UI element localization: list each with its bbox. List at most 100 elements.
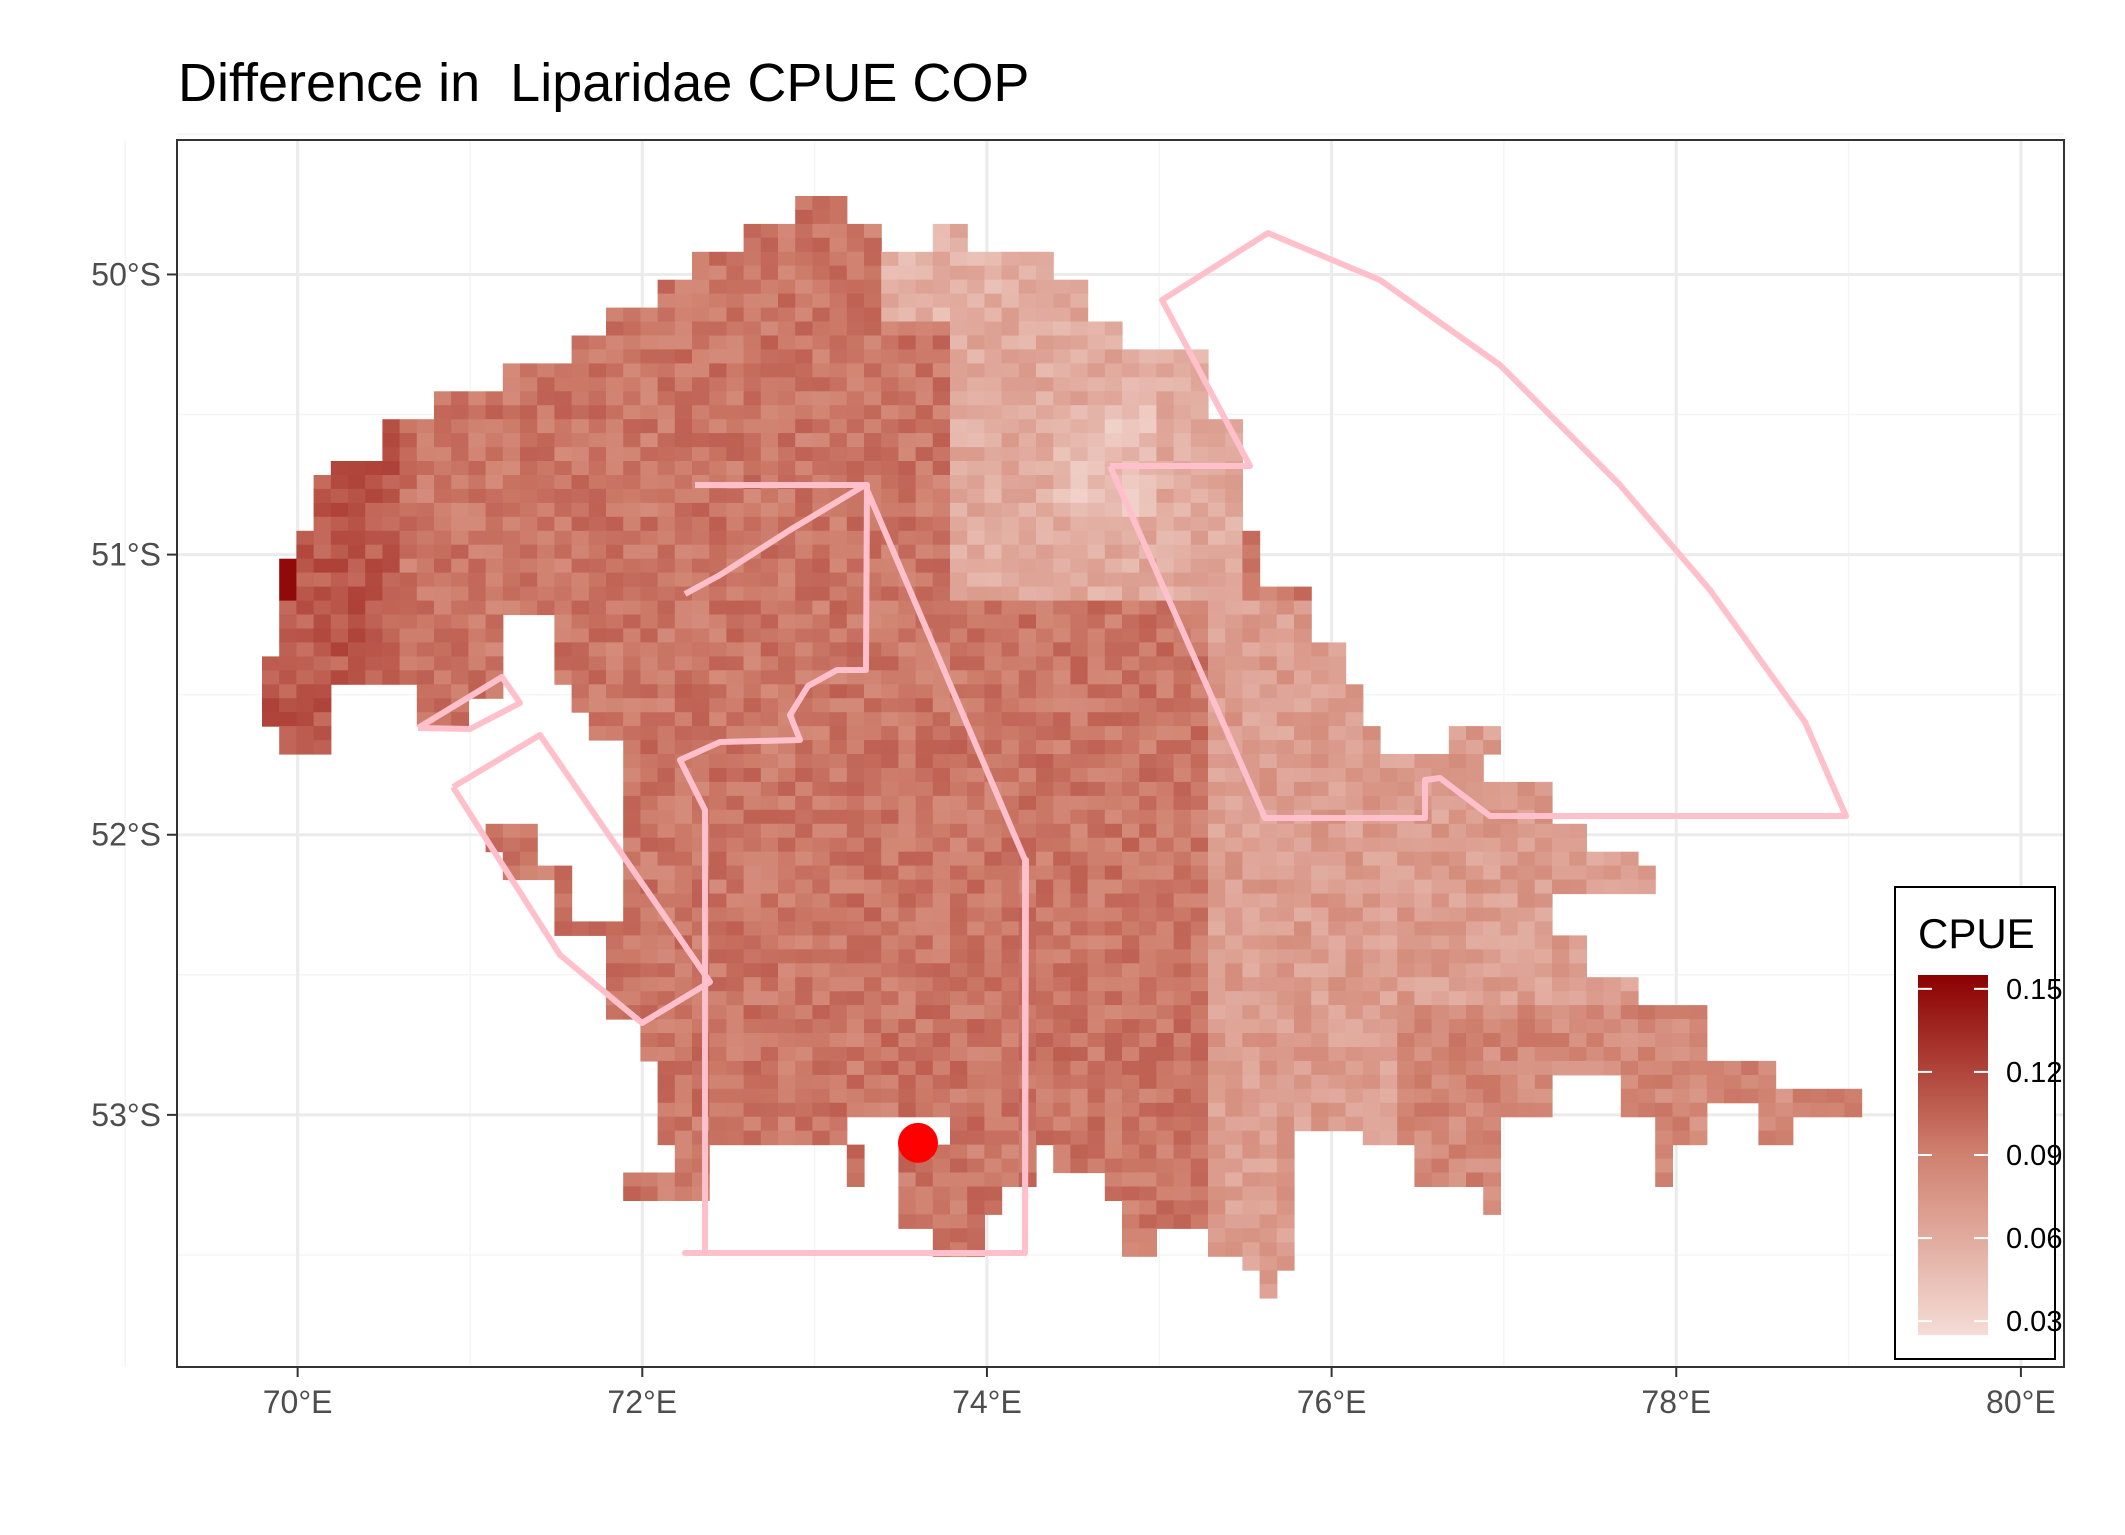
cpue-cell xyxy=(1001,1005,1020,1020)
cpue-cell xyxy=(623,307,641,323)
cpue-cell xyxy=(674,1116,693,1132)
cpue-cell xyxy=(1104,809,1123,825)
cpue-cell xyxy=(1225,1019,1243,1034)
cpue-cell xyxy=(1775,1102,1794,1118)
cpue-cell xyxy=(1208,558,1226,574)
cpue-cell xyxy=(760,754,779,769)
cpue-cell xyxy=(1087,1033,1106,1048)
cpue-cell xyxy=(1122,795,1140,811)
cpue-cell xyxy=(881,963,899,978)
cpue-cell xyxy=(1036,1047,1054,1062)
cpue-cell xyxy=(1534,1060,1553,1076)
cpue-cell xyxy=(1053,977,1071,992)
cpue-cell xyxy=(1586,991,1605,1006)
cpue-cell xyxy=(932,572,951,588)
cpue-cell xyxy=(795,1130,813,1146)
cpue-cell xyxy=(674,307,693,323)
cpue-cell xyxy=(846,1060,865,1076)
cpue-cell xyxy=(1104,1158,1123,1174)
cpue-cell xyxy=(898,935,917,950)
cpue-cell xyxy=(1208,1214,1226,1229)
cpue-cell xyxy=(812,642,831,657)
cpue-cell xyxy=(812,265,831,281)
cpue-cell xyxy=(743,628,762,643)
cpue-cell xyxy=(1122,1047,1140,1062)
cpue-cell xyxy=(829,1060,848,1076)
cpue-cell xyxy=(1139,893,1157,908)
cpue-cell xyxy=(416,614,435,629)
cpue-cell xyxy=(1139,907,1157,922)
cpue-cell xyxy=(1208,1088,1226,1104)
cpue-cell xyxy=(399,530,418,546)
cpue-cell xyxy=(606,600,624,616)
cpue-cell xyxy=(1397,795,1415,811)
cpue-cell xyxy=(451,433,469,448)
cpue-cell xyxy=(657,391,676,406)
cpue-cell xyxy=(1173,419,1192,434)
cpue-cell xyxy=(588,419,607,434)
cpue-cell xyxy=(778,795,796,811)
cpue-cell xyxy=(760,907,779,922)
cpue-cell xyxy=(1225,642,1243,657)
cpue-cell xyxy=(1139,1214,1157,1229)
cpue-cell xyxy=(984,321,1003,336)
cpue-cell xyxy=(399,447,418,462)
cpue-cell xyxy=(881,307,899,323)
cpue-cell xyxy=(778,488,796,504)
cpue-cell xyxy=(1139,809,1157,825)
cpue-cell xyxy=(416,670,435,685)
cpue-cell xyxy=(743,1047,762,1062)
cpue-cell xyxy=(932,391,951,406)
cpue-cell xyxy=(846,851,865,867)
cpue-cell xyxy=(898,1005,917,1020)
cpue-cell xyxy=(1190,726,1209,741)
cpue-cell xyxy=(829,1116,848,1132)
cpue-cell xyxy=(1122,656,1140,671)
cpue-cell xyxy=(829,405,848,420)
cpue-cell xyxy=(778,1102,796,1118)
cpue-cell xyxy=(434,600,452,616)
cpue-cell xyxy=(726,963,745,978)
cpue-cell xyxy=(1225,684,1243,699)
cpue-cell xyxy=(760,307,779,323)
cpue-cell xyxy=(1104,851,1123,867)
cpue-cell xyxy=(640,363,659,378)
cpue-cell xyxy=(382,530,401,546)
cpue-cell xyxy=(1087,726,1106,741)
cpue-cell xyxy=(1276,1088,1295,1104)
cpue-cell xyxy=(950,251,968,267)
cpue-cell xyxy=(1036,600,1054,616)
cpue-cell xyxy=(984,921,1003,936)
cpue-cell xyxy=(709,1060,727,1076)
cpue-cell xyxy=(950,879,968,895)
cpue-cell xyxy=(1431,1088,1450,1104)
cpue-cell xyxy=(485,419,504,434)
cpue-cell xyxy=(1190,614,1209,629)
cpue-cell xyxy=(674,391,693,406)
cpue-cell xyxy=(881,712,899,727)
cpue-cell xyxy=(709,1019,727,1034)
cpue-cell xyxy=(1466,768,1484,783)
cpue-cell xyxy=(1070,1047,1089,1062)
cpue-cell xyxy=(1190,809,1209,825)
cpue-cell xyxy=(881,600,899,616)
cpue-cell xyxy=(846,237,865,253)
cpue-cell xyxy=(812,726,831,741)
cpue-cell xyxy=(1173,740,1192,755)
cpue-cell xyxy=(881,586,899,602)
cpue-cell xyxy=(898,447,917,462)
cpue-cell xyxy=(795,991,813,1006)
cpue-cell xyxy=(898,823,917,839)
cpue-cell xyxy=(726,907,745,922)
cpue-cell xyxy=(1053,907,1071,922)
cpue-cell xyxy=(1259,907,1278,922)
cpue-cell xyxy=(1294,1047,1312,1062)
cpue-cell xyxy=(588,656,607,671)
cpue-cell xyxy=(416,419,435,434)
cpue-cell xyxy=(1208,475,1226,490)
cpue-cell xyxy=(640,670,659,685)
cpue-cell xyxy=(1448,963,1467,978)
cpue-cell xyxy=(1603,865,1622,881)
cpue-cell xyxy=(1534,1102,1553,1118)
